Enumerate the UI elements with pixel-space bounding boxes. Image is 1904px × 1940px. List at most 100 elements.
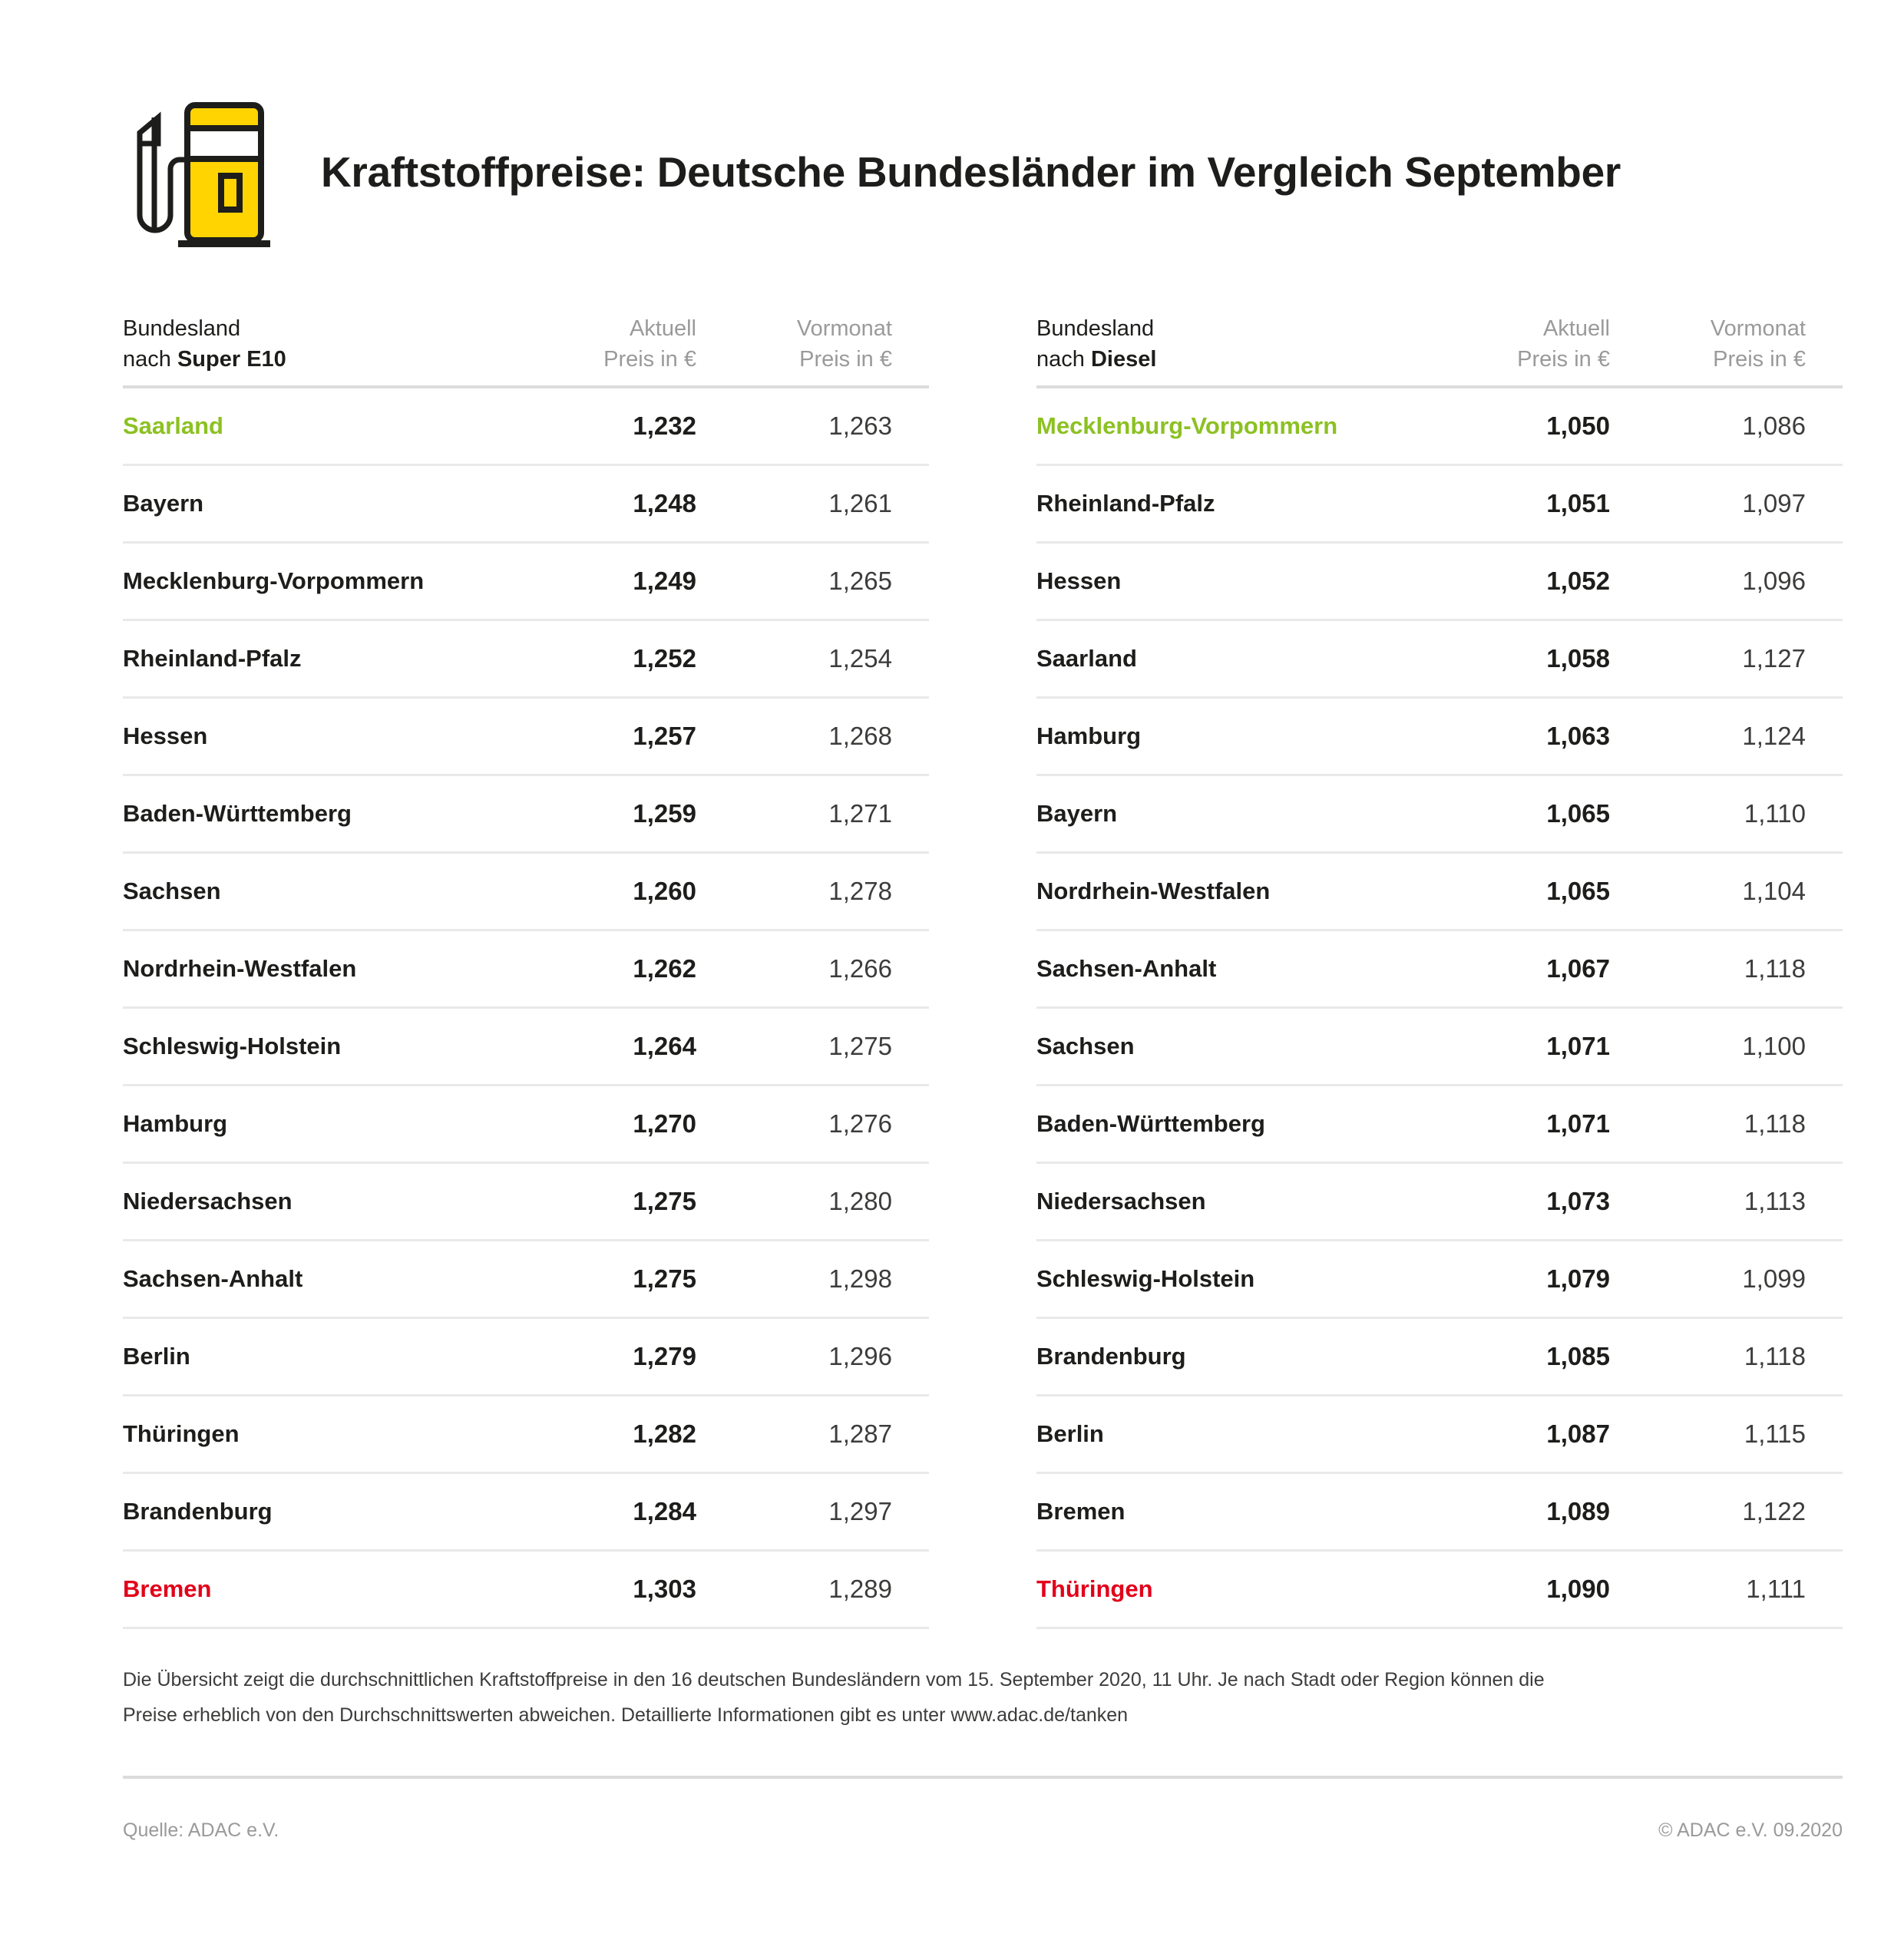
row-price-previous: 1,118: [1744, 954, 1806, 983]
table-row: Bayern 1,065 1,110: [1036, 776, 1843, 854]
row-price-current: 1,051: [1546, 489, 1610, 518]
column-header-vormonat-l2: Preis in €: [1713, 347, 1806, 372]
source-label: Quelle: ADAC e.V.: [123, 1819, 279, 1841]
row-price-previous: 1,122: [1742, 1497, 1806, 1526]
column-header-line2-prefix: nach: [123, 347, 177, 372]
table-row: Sachsen-Anhalt 1,275 1,298: [123, 1241, 929, 1320]
row-price-current: 1,067: [1546, 954, 1610, 983]
row-price-previous: 1,298: [828, 1264, 892, 1294]
row-price-current: 1,257: [633, 722, 696, 751]
row-price-current: 1,248: [633, 489, 696, 518]
row-price-current: 1,284: [633, 1497, 696, 1526]
row-state-name: Bayern: [1036, 800, 1118, 828]
row-price-current: 1,249: [633, 567, 696, 596]
table-diesel: Bundesland nach Diesel Aktuell Preis in …: [1036, 313, 1843, 1630]
column-header-fuel-type: Super E10: [177, 347, 286, 372]
row-state-name: Niedersachsen: [123, 1188, 293, 1215]
table-header-row: Bundesland nach Super E10 Aktuell Preis …: [123, 313, 929, 389]
row-price-previous: 1,100: [1742, 1032, 1806, 1061]
table-row: Thüringen 1,090 1,111: [1036, 1552, 1843, 1630]
row-state-name: Mecklenburg-Vorpommern: [123, 567, 425, 595]
row-price-previous: 1,278: [828, 877, 892, 906]
table-row: Saarland 1,232 1,263: [123, 388, 929, 467]
row-state-name: Mecklenburg-Vorpommern: [1036, 412, 1338, 440]
row-state-name: Nordrhein-Westfalen: [123, 955, 357, 983]
row-price-current: 1,232: [633, 411, 696, 441]
row-state-name: Schleswig-Holstein: [1036, 1265, 1255, 1293]
row-price-current: 1,279: [633, 1342, 696, 1371]
row-price-current: 1,303: [633, 1575, 696, 1604]
row-state-name: Thüringen: [1036, 1575, 1153, 1603]
row-state-name: Berlin: [1036, 1420, 1104, 1448]
row-state-name: Brandenburg: [1036, 1343, 1186, 1370]
row-price-previous: 1,099: [1742, 1264, 1806, 1294]
column-header-vormonat-l2: Preis in €: [799, 347, 892, 372]
table-row: Niedersachsen 1,073 1,113: [1036, 1164, 1843, 1242]
row-price-current: 1,052: [1546, 567, 1610, 596]
row-state-name: Berlin: [123, 1343, 190, 1370]
page-title: Kraftstoffpreise: Deutsche Bundesländer …: [321, 148, 1621, 197]
column-header-line1: Bundesland: [123, 316, 241, 341]
table-row: Saarland 1,058 1,127: [1036, 621, 1843, 699]
row-state-name: Brandenburg: [123, 1498, 273, 1525]
row-price-current: 1,260: [633, 877, 696, 906]
column-header-aktuell-l2: Preis in €: [1517, 347, 1610, 372]
row-price-current: 1,073: [1546, 1187, 1610, 1216]
footnote-line-1: Die Übersicht zeigt die durchschnittlich…: [123, 1669, 1545, 1690]
footer: Quelle: ADAC e.V. © ADAC e.V. 09.2020: [123, 1819, 1843, 1842]
row-price-current: 1,282: [633, 1419, 696, 1449]
row-state-name: Hamburg: [1036, 722, 1142, 750]
table-row: Bremen 1,089 1,122: [1036, 1474, 1843, 1552]
table-body: Mecklenburg-Vorpommern 1,050 1,086 Rheinlan…: [1036, 388, 1843, 1630]
row-price-previous: 1,268: [828, 722, 892, 751]
row-price-previous: 1,271: [828, 799, 892, 828]
row-price-previous: 1,254: [828, 644, 892, 673]
row-price-previous: 1,104: [1742, 877, 1806, 906]
row-state-name: Hamburg: [123, 1110, 228, 1138]
footnote-line-2: Preise erheblich von den Durchschnittswe…: [123, 1704, 1129, 1727]
column-header-vormonat: Vormonat Preis in €: [733, 313, 929, 375]
row-state-name: Hessen: [1036, 567, 1122, 595]
table-row: Niedersachsen 1,275 1,280: [123, 1164, 929, 1242]
table-row: Berlin 1,279 1,296: [123, 1319, 929, 1397]
row-state-name: Niedersachsen: [1036, 1188, 1206, 1215]
table-row: Baden-Württemberg 1,071 1,118: [1036, 1086, 1843, 1165]
row-price-previous: 1,113: [1744, 1187, 1806, 1216]
column-header-aktuell-l1: Aktuell: [1542, 316, 1610, 341]
row-price-previous: 1,261: [828, 489, 892, 518]
fuel-pump-icon: [123, 96, 307, 250]
row-price-current: 1,275: [633, 1264, 696, 1294]
row-state-name: Bremen: [123, 1575, 212, 1603]
row-price-current: 1,264: [633, 1032, 696, 1061]
row-price-current: 1,089: [1546, 1497, 1610, 1526]
table-row: Thüringen 1,282 1,287: [123, 1396, 929, 1475]
table-row: Mecklenburg-Vorpommern 1,249 1,265: [123, 544, 929, 622]
tables-container: Bundesland nach Super E10 Aktuell Preis …: [123, 313, 1843, 1630]
row-price-previous: 1,266: [828, 954, 892, 983]
row-price-previous: 1,118: [1744, 1342, 1806, 1371]
row-price-previous: 1,276: [828, 1109, 892, 1139]
row-price-previous: 1,111: [1746, 1575, 1806, 1604]
row-state-name: Nordrhein-Westfalen: [1036, 877, 1271, 905]
table-row: Baden-Württemberg 1,259 1,271: [123, 776, 929, 854]
table-row: Hessen 1,257 1,268: [123, 699, 929, 777]
row-state-name: Sachsen-Anhalt: [1036, 955, 1217, 983]
table-row: Sachsen 1,071 1,100: [1036, 1009, 1843, 1087]
footnote: Die Übersicht zeigt die durchschnittlich…: [123, 1662, 1812, 1733]
row-price-current: 1,275: [633, 1187, 696, 1216]
row-price-previous: 1,124: [1742, 722, 1806, 751]
row-state-name: Saarland: [1036, 645, 1137, 673]
table-row: Brandenburg 1,284 1,297: [123, 1474, 929, 1552]
table-row: Sachsen-Anhalt 1,067 1,118: [1036, 931, 1843, 1010]
row-price-previous: 1,296: [828, 1342, 892, 1371]
row-state-name: Hessen: [123, 722, 208, 750]
row-state-name: Rheinland-Pfalz: [1036, 490, 1215, 517]
row-price-previous: 1,096: [1742, 567, 1806, 596]
row-price-previous: 1,110: [1744, 799, 1806, 828]
table-row: Berlin 1,087 1,115: [1036, 1396, 1843, 1475]
row-price-previous: 1,287: [828, 1419, 892, 1449]
row-price-previous: 1,115: [1744, 1419, 1806, 1449]
column-header-vormonat-l1: Vormonat: [796, 316, 892, 341]
table-row: Schleswig-Holstein 1,079 1,099: [1036, 1241, 1843, 1320]
